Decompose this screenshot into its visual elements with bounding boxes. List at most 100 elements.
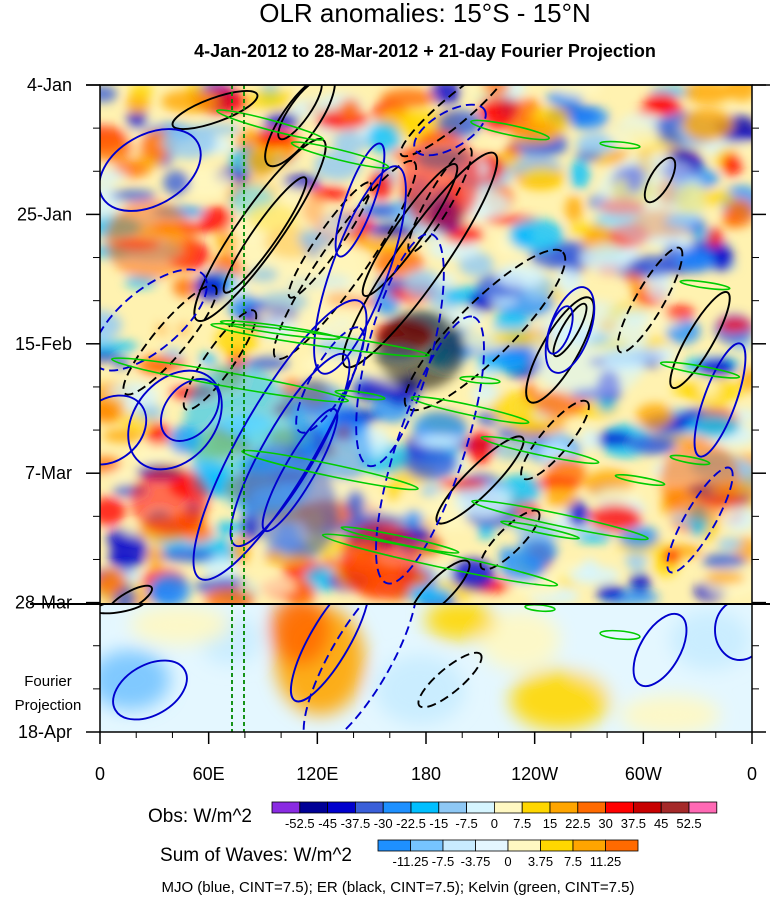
wave-contour bbox=[222, 176, 308, 294]
colorbar-swatch bbox=[410, 801, 440, 814]
wave-contour bbox=[479, 509, 541, 571]
colorbar-swatch bbox=[299, 801, 328, 814]
colorbar-swatch bbox=[688, 801, 718, 814]
chart-subtitle: 4-Jan-2012 to 28-Mar-2012 + 21-day Fouri… bbox=[194, 41, 656, 61]
wave-contour bbox=[261, 407, 339, 533]
wave-contour bbox=[375, 315, 485, 585]
x-tick-label: 60E bbox=[193, 764, 225, 784]
wave-contour bbox=[669, 454, 711, 466]
colorbar-level-label: 52.5 bbox=[676, 816, 701, 831]
colorbar-level-label: 0 bbox=[491, 816, 498, 831]
colorbar-swatch bbox=[493, 801, 523, 814]
chart-title: OLR anomalies: 15°S - 15°N bbox=[259, 0, 591, 28]
wave-contour bbox=[302, 604, 418, 732]
wave-contour bbox=[599, 629, 641, 641]
colorbar-level-label: -3.75 bbox=[461, 854, 491, 869]
colorbar-swatch bbox=[660, 801, 690, 814]
wave-contour bbox=[321, 533, 559, 587]
colorbar-swatch bbox=[577, 801, 606, 814]
wave-contour bbox=[616, 246, 684, 354]
wave-contour bbox=[107, 584, 153, 604]
x-tick-label: 60W bbox=[625, 764, 662, 784]
colorbar-level-label: 7.5 bbox=[564, 854, 582, 869]
y-tick-label: 15-Feb bbox=[15, 334, 72, 354]
wave-contour bbox=[679, 279, 731, 291]
wave-contour bbox=[524, 604, 556, 613]
wave-contour bbox=[100, 604, 146, 615]
wave-contour bbox=[216, 109, 324, 141]
wave-contour bbox=[264, 85, 336, 168]
x-axis: 0 60E 120E 180 120W 60W 0 bbox=[95, 732, 757, 784]
x-tick-label: 120W bbox=[511, 764, 558, 784]
wave-contour bbox=[693, 342, 747, 458]
colorbar-level-label: 0 bbox=[504, 854, 511, 869]
wave-contour bbox=[632, 612, 688, 688]
colorbar-level-label: 30 bbox=[598, 816, 612, 831]
wave-contour bbox=[290, 141, 390, 169]
colorbar-level-label: 22.5 bbox=[565, 816, 590, 831]
colorbar-level-label: -30 bbox=[374, 816, 393, 831]
y-axis: 4-Jan 25-Jan 15-Feb 7-Mar 28-Mar 18-Apr bbox=[15, 75, 766, 742]
colorbar-swatch bbox=[271, 801, 301, 814]
wave-contour bbox=[659, 361, 741, 379]
projection-label-line1: Fourier bbox=[24, 673, 72, 690]
colorbar-level-label: -7.5 bbox=[432, 854, 454, 869]
wave-contour bbox=[241, 449, 419, 491]
colorbar-swatch bbox=[442, 839, 476, 852]
projection-anomaly-field bbox=[100, 604, 752, 732]
colorbar-swatch bbox=[521, 801, 551, 814]
x-tick-label: 0 bbox=[747, 764, 757, 784]
colorbar-level-label: -11.25 bbox=[393, 854, 429, 869]
colorbar-swatch bbox=[572, 839, 606, 852]
wave-contour bbox=[500, 520, 580, 540]
wave-contour bbox=[313, 165, 407, 375]
colorbar-swatch bbox=[410, 839, 444, 852]
colorbar-level-label: 3.75 bbox=[528, 854, 553, 869]
wave-contour bbox=[666, 466, 734, 574]
colorbar-swatch bbox=[605, 839, 639, 852]
obs-legend-label: Obs: W/m^2 bbox=[148, 806, 252, 827]
wave-contour bbox=[219, 319, 341, 341]
wave-contour bbox=[272, 159, 418, 361]
wave-contour bbox=[334, 142, 386, 258]
projection-label-line2: Projection bbox=[15, 697, 82, 714]
wave-contour bbox=[127, 369, 223, 471]
y-tick-label: 28-Mar bbox=[15, 593, 72, 613]
wave-contour bbox=[277, 85, 323, 141]
wave-contour bbox=[122, 284, 218, 396]
colorbar-level-label: 45 bbox=[654, 816, 668, 831]
colorbar-swatch bbox=[354, 801, 384, 814]
wave-contour bbox=[112, 659, 188, 721]
colorbar-level-label: -7.5 bbox=[455, 816, 477, 831]
wave-contour bbox=[714, 604, 752, 661]
wave-contour bbox=[171, 89, 259, 131]
colorbar-level-label: -15 bbox=[429, 816, 448, 831]
wave-contour bbox=[334, 389, 386, 401]
wave-contour bbox=[459, 375, 501, 385]
wave-contour bbox=[417, 651, 483, 709]
x-tick-label: 0 bbox=[95, 764, 105, 784]
wave-contour bbox=[643, 156, 677, 204]
observed-anomaly-field bbox=[100, 85, 752, 604]
colorbar-swatch bbox=[377, 839, 411, 852]
colorbar-swatch bbox=[466, 801, 495, 814]
wave-contour bbox=[410, 395, 530, 425]
wave-contour bbox=[100, 394, 148, 466]
colorbar-level-label: 11.25 bbox=[590, 854, 622, 869]
colorbar-level-label: 15 bbox=[543, 816, 557, 831]
colorbar-swatch bbox=[507, 839, 541, 852]
y-tick-label: 25-Jan bbox=[17, 204, 72, 224]
colorbar-level-label: -52.5 bbox=[285, 816, 315, 831]
y-tick-label: 4-Jan bbox=[27, 75, 72, 95]
colorbar-level-label: 7.5 bbox=[513, 816, 531, 831]
wave-contour bbox=[552, 302, 588, 358]
wave-contour bbox=[409, 559, 471, 604]
wave-contour bbox=[470, 119, 550, 141]
colorbar-level-label: -45 bbox=[318, 816, 337, 831]
colorbar-swatch bbox=[540, 839, 574, 852]
wave-contour bbox=[289, 604, 371, 703]
wave-contour bbox=[192, 299, 368, 581]
colorbar-swatch bbox=[633, 801, 662, 814]
wave-contour bbox=[210, 322, 430, 358]
